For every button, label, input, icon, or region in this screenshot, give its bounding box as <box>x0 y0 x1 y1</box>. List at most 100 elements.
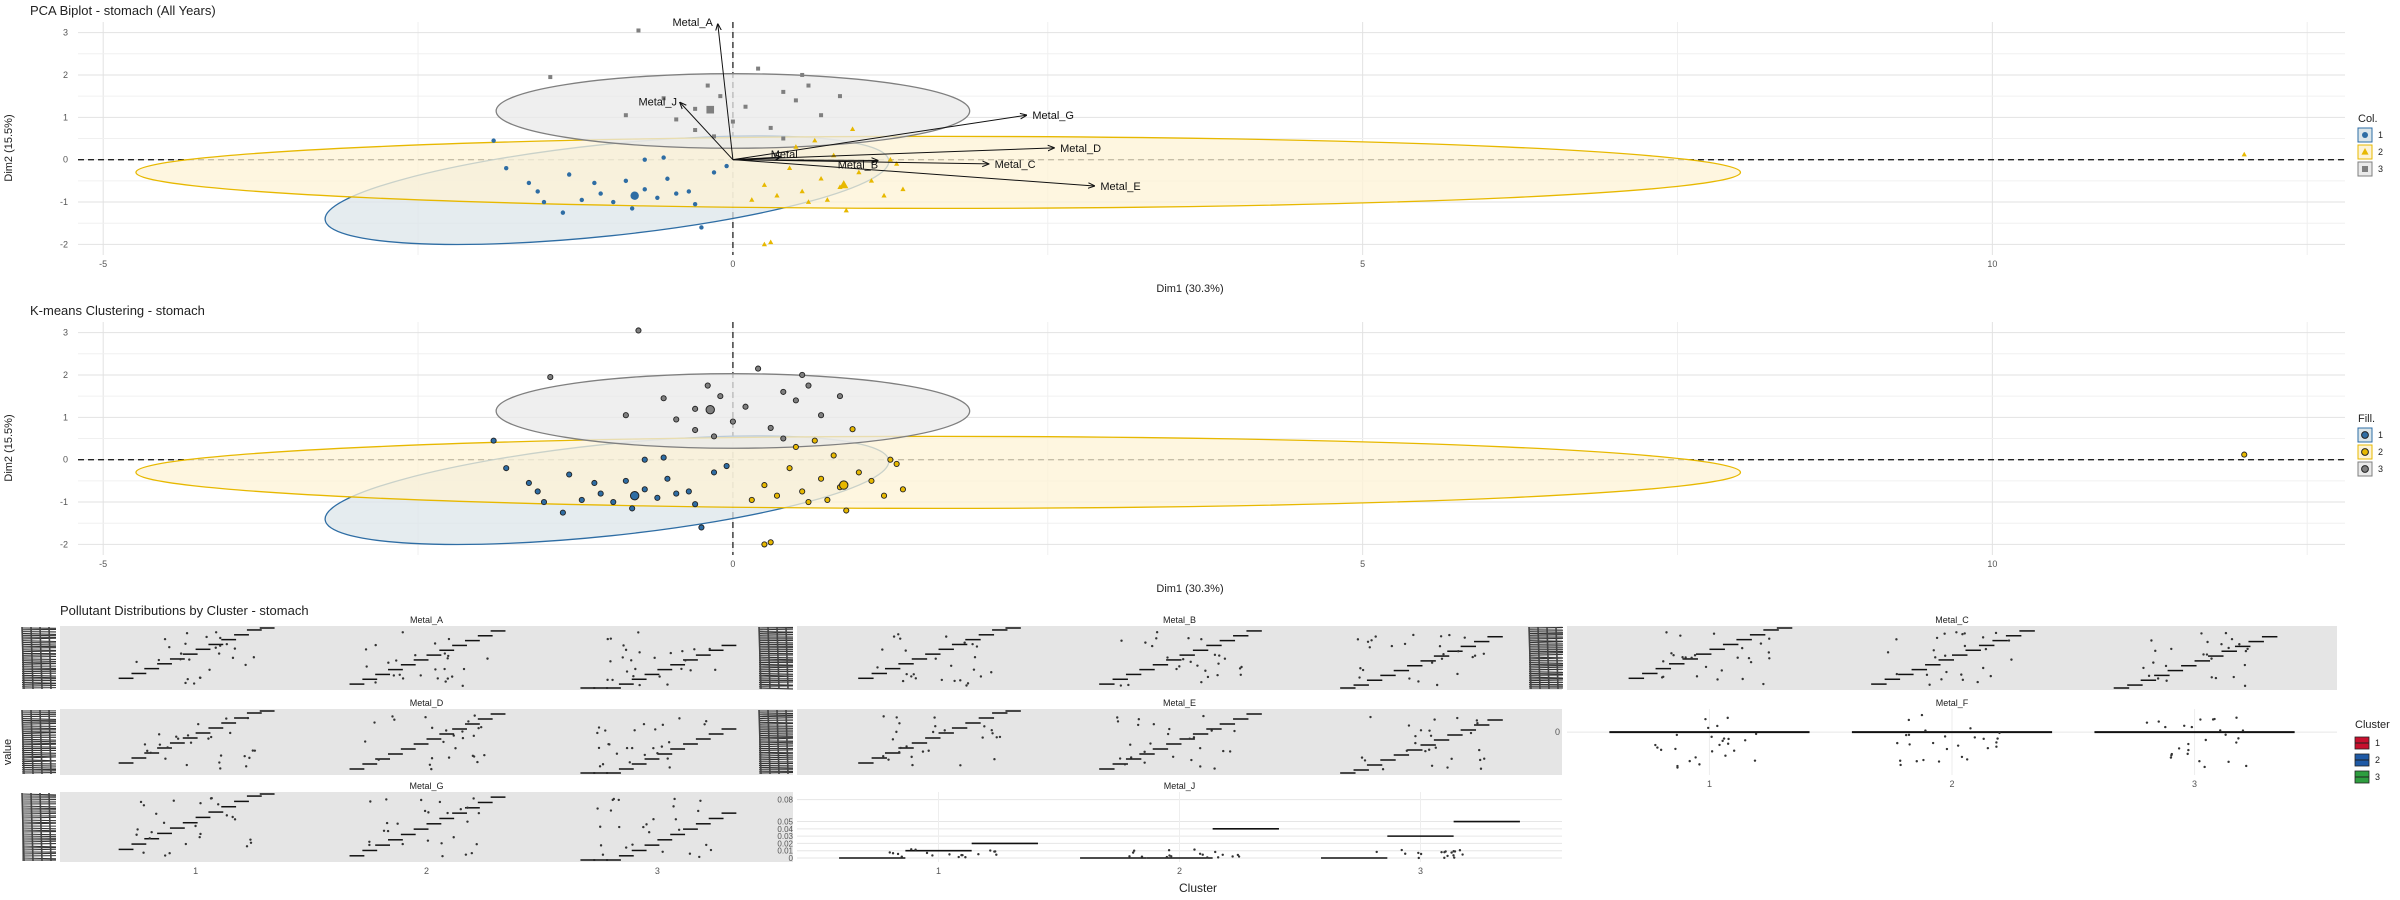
jitter-point <box>1453 850 1457 853</box>
jitter-point <box>184 842 188 846</box>
jitter-point <box>1679 634 1682 637</box>
jitter-point <box>2235 741 2238 744</box>
y-tick-label: 3 <box>63 28 68 38</box>
boxplot-legend-title: Cluster <box>2355 719 2390 731</box>
jitter-point <box>1433 718 1436 721</box>
y-tick-label-overlap <box>21 819 57 822</box>
y-tick-label-overlap <box>758 628 794 631</box>
jitter-point <box>166 746 169 749</box>
jitter-point <box>365 665 368 668</box>
jitter-point <box>217 803 220 806</box>
jitter-point <box>642 825 645 829</box>
data-point <box>710 433 718 440</box>
jitter-point <box>231 815 234 819</box>
jitter-point <box>401 631 404 634</box>
jitter-point <box>199 802 202 805</box>
facet-background <box>60 709 793 775</box>
y-tick-label-overlap <box>48 626 52 690</box>
jitter-point <box>1961 678 1965 682</box>
jitter-point <box>599 825 602 828</box>
jitter-point <box>176 737 180 740</box>
data-point <box>818 412 825 419</box>
boxplot-x-axis-label: Cluster <box>1179 881 1217 895</box>
jitter-point <box>1359 667 1362 670</box>
y-tick-label-overlap <box>21 738 57 741</box>
jitter-point <box>1670 652 1673 655</box>
jitter-point <box>214 646 217 649</box>
jitter-point <box>983 725 986 728</box>
data-point <box>629 505 636 512</box>
jitter-point <box>643 753 646 757</box>
data-point <box>761 541 768 548</box>
jitter-point <box>1187 637 1190 640</box>
jitter-point <box>2243 663 2247 667</box>
jitter-point <box>2170 752 2174 756</box>
y-tick-label: 2 <box>63 70 68 80</box>
y-tick-label-overlap <box>767 626 771 690</box>
jitter-point <box>1137 718 1141 721</box>
data-point <box>806 83 811 88</box>
jitter-point <box>1998 731 2001 735</box>
x-tick-label: 2 <box>1949 779 1954 789</box>
y-tick-label-overlap <box>21 643 57 646</box>
jitter-point <box>896 852 900 856</box>
jitter-point <box>949 664 953 668</box>
data-point <box>503 465 510 472</box>
jitter-point <box>1127 683 1130 687</box>
jitter-point <box>653 656 656 660</box>
jitter-point <box>1453 856 1456 859</box>
y-tick-label-overlap <box>758 717 794 720</box>
data-point <box>774 192 780 198</box>
data-point <box>761 482 768 489</box>
loading-label: Metal_ <box>771 149 805 161</box>
jitter-point <box>467 720 470 723</box>
cluster-3-ellipse <box>495 373 971 449</box>
jitter-point <box>426 839 430 842</box>
data-point <box>559 509 566 516</box>
jitter-point <box>959 679 962 682</box>
jitter-point <box>450 675 454 678</box>
jitter-point <box>688 852 692 855</box>
facet-background <box>797 626 1562 690</box>
x-tick-label: 3 <box>1418 866 1423 876</box>
y-tick-label-overlap <box>21 626 25 690</box>
jitter-point <box>1443 856 1446 860</box>
jitter-point <box>1222 749 1225 753</box>
jitter-point <box>1200 680 1203 684</box>
data-point <box>674 191 679 196</box>
y-tick-label-overlap <box>758 712 794 715</box>
loading-arrow <box>680 102 734 161</box>
jitter-point <box>2200 632 2203 635</box>
jitter-point <box>1405 749 1409 752</box>
data-point <box>781 136 786 141</box>
jitter-point <box>697 809 700 813</box>
y-tick-label-overlap <box>21 792 25 862</box>
jitter-point <box>1204 669 1207 672</box>
data-point <box>685 488 692 495</box>
jitter-point <box>1403 642 1407 646</box>
jitter-point <box>2145 721 2149 724</box>
legend-label: 2 <box>2378 447 2383 457</box>
y-tick-label-overlap <box>21 807 57 810</box>
y-tick-label-overlap <box>48 792 52 862</box>
jitter-point <box>1419 852 1423 856</box>
jitter-point <box>1412 633 1415 637</box>
jitter-point <box>1940 678 1943 681</box>
jitter-point <box>192 682 196 685</box>
jitter-point <box>1202 714 1205 718</box>
jitter-point <box>1430 661 1434 664</box>
jitter-point <box>1710 735 1713 739</box>
jitter-point <box>2243 684 2247 688</box>
y-tick-label-overlap <box>785 626 789 690</box>
jitter-point <box>2198 760 2201 763</box>
jitter-point <box>475 843 478 846</box>
jitter-point <box>1458 849 1462 852</box>
jitter-point <box>927 749 930 752</box>
y-tick-label-overlap <box>48 709 52 775</box>
loading-arrow <box>732 148 1054 161</box>
jitter-point <box>2213 717 2216 721</box>
jitter-point <box>225 814 229 817</box>
y-tick-label-overlap <box>21 632 57 635</box>
data-point <box>748 496 755 503</box>
jitter-point <box>1189 660 1192 664</box>
